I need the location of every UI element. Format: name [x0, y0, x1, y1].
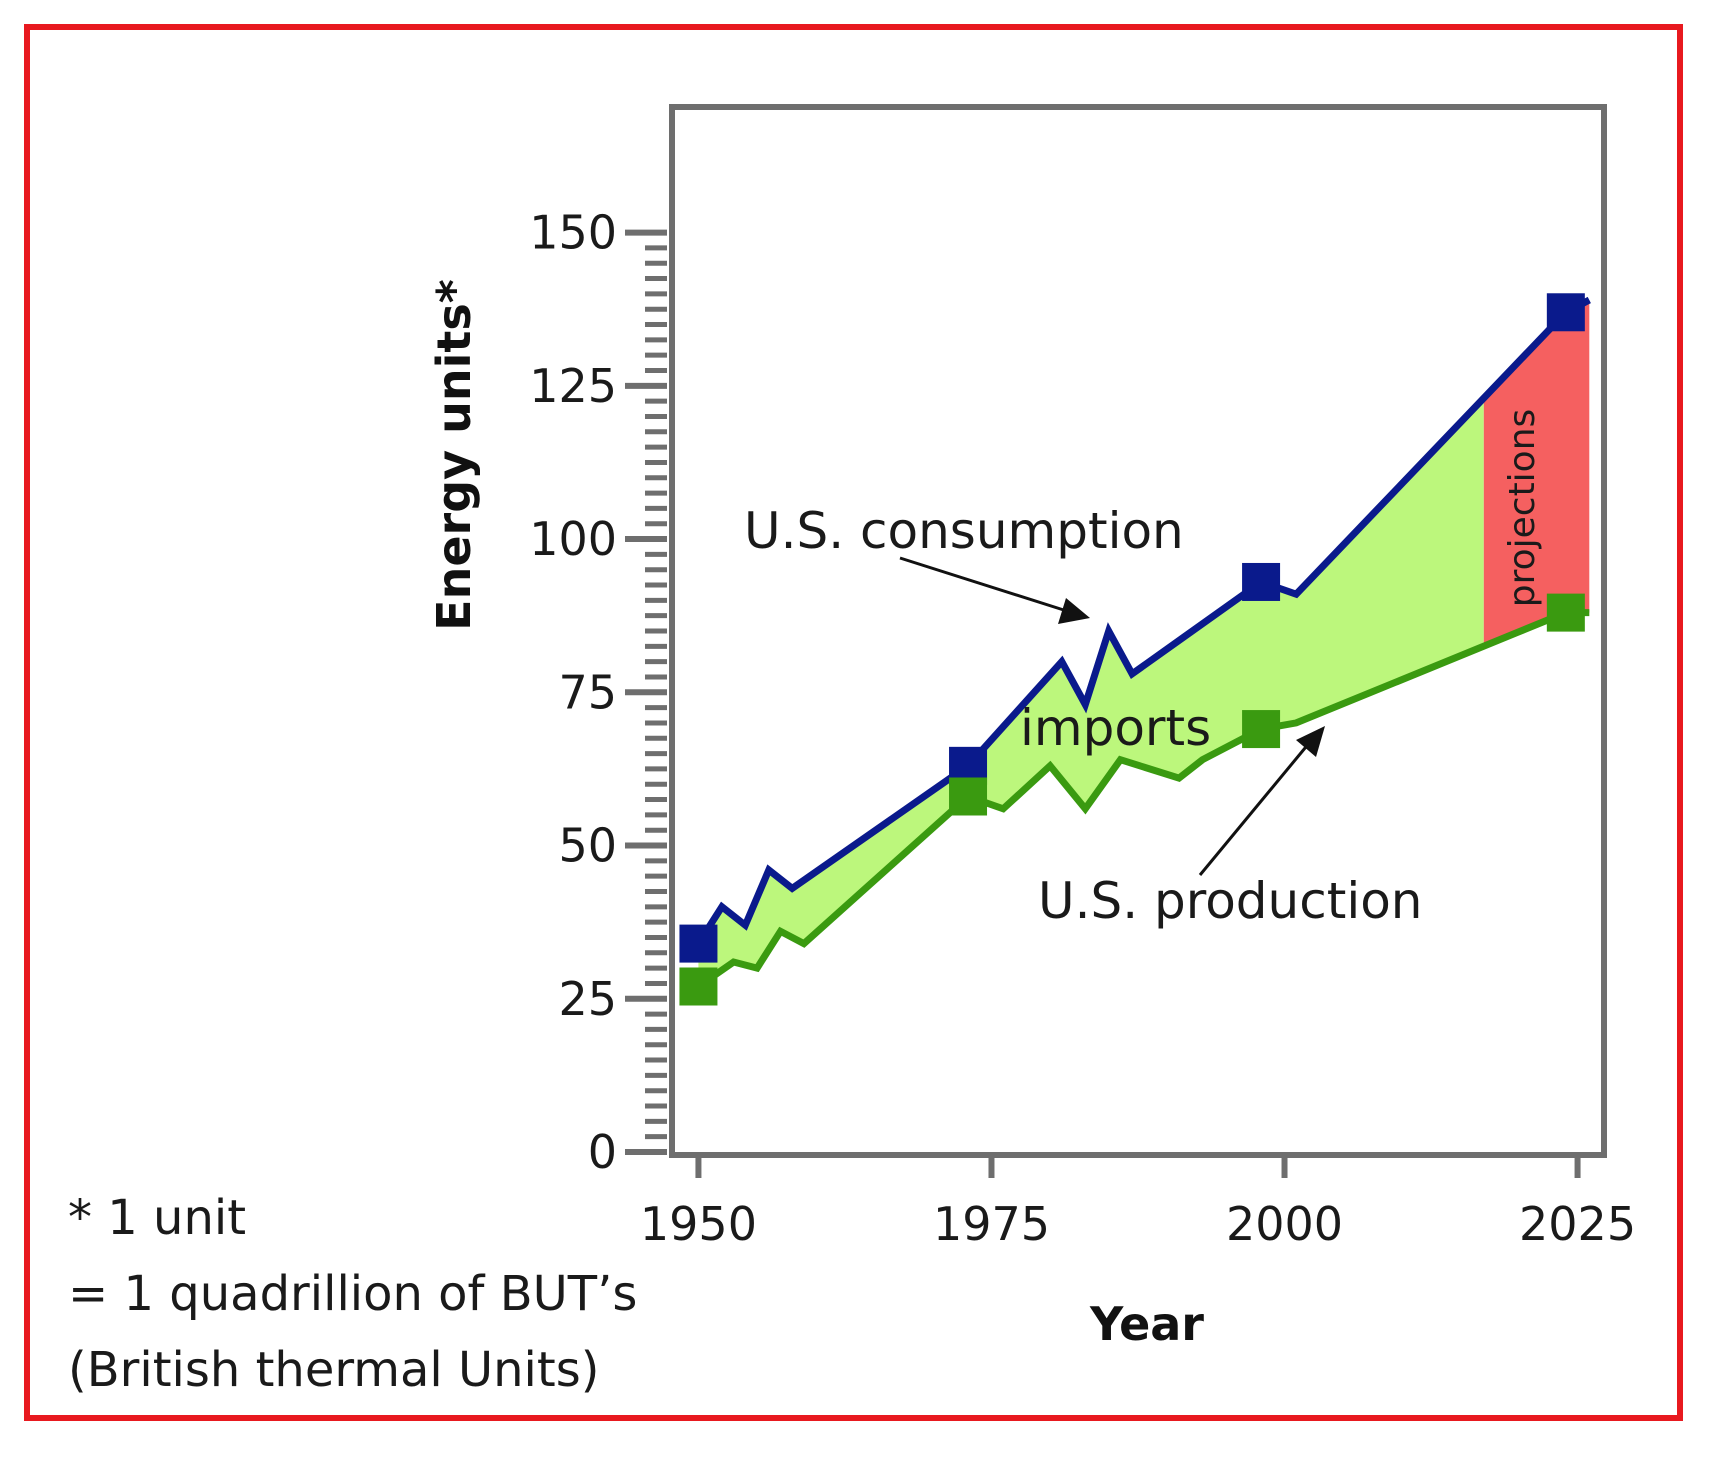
y-tick-label: 100 — [529, 512, 617, 566]
consumption-arrowhead — [1058, 598, 1090, 624]
y-tick-label: 125 — [529, 359, 617, 413]
figure-border — [24, 24, 1683, 1421]
x-tick-label: 1975 — [933, 1197, 1050, 1251]
y-tick-label: 0 — [588, 1125, 617, 1179]
production-label: U.S. production — [1038, 872, 1423, 930]
y-tick-label: 75 — [558, 665, 617, 719]
y-axis-title: Energy units* — [427, 279, 481, 631]
ticks-layer: 0 25 50 75 100 125 150 1950 1975 2000 2025 — [529, 206, 1636, 1251]
imports-label: imports — [1020, 699, 1211, 757]
projections-label: projections — [1502, 409, 1543, 608]
x-tick-label: 2025 — [1519, 1197, 1636, 1251]
y-tick-label: 150 — [529, 206, 617, 260]
markers-layer — [679, 293, 1585, 1006]
footnote-line-1: * 1 unit — [68, 1190, 247, 1246]
consumption-label: U.S. consumption — [744, 502, 1184, 560]
y-tick-label: 50 — [558, 819, 617, 873]
footnote: * 1 unit = 1 quadrillion of BUT’s (Briti… — [68, 1180, 637, 1408]
x-tick-label: 1950 — [640, 1197, 757, 1251]
consumption-arrow-line — [899, 556, 1071, 614]
x-tick-label: 2000 — [1226, 1197, 1343, 1251]
consumption-line — [695, 296, 1591, 946]
production-marker-2 — [1242, 710, 1281, 749]
consumption-marker-2 — [1242, 562, 1281, 601]
production-marker-3 — [1546, 593, 1585, 632]
production-marker-0 — [679, 967, 718, 1006]
consumption-marker-3 — [1546, 293, 1585, 332]
footnote-line-3: (British thermal Units) — [68, 1342, 600, 1398]
x-axis-title: Year — [1089, 1297, 1204, 1351]
plot-frame — [669, 104, 1607, 1158]
production-arrowhead — [1296, 726, 1325, 757]
y-tick-label: 25 — [558, 972, 617, 1026]
footnote-line-2: = 1 quadrillion of BUT’s — [68, 1266, 638, 1322]
production-marker-1 — [949, 777, 988, 816]
projections-fill — [1483, 300, 1590, 647]
consumption-marker-0 — [679, 924, 718, 963]
production-arrow-line — [1198, 741, 1312, 876]
